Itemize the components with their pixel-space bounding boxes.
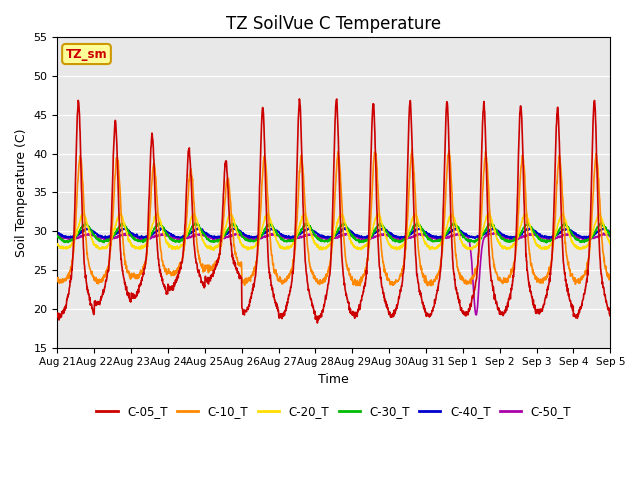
C-20_T bbox=[308, 233, 316, 239]
C-40_T bbox=[591, 231, 598, 237]
Legend: C-05_T, C-10_T, C-20_T, C-30_T, C-40_T, C-50_T: C-05_T, C-10_T, C-20_T, C-30_T, C-40_T, … bbox=[92, 400, 576, 422]
C-20_T bbox=[607, 241, 614, 247]
Line: C-10_T: C-10_T bbox=[58, 149, 611, 286]
C-10_T bbox=[54, 278, 61, 284]
X-axis label: Time: Time bbox=[319, 373, 349, 386]
C-20_T bbox=[490, 223, 497, 228]
C-40_T bbox=[607, 229, 614, 235]
C-50_T bbox=[490, 230, 498, 236]
C-30_T bbox=[308, 227, 316, 233]
C-05_T bbox=[54, 313, 61, 319]
Line: C-20_T: C-20_T bbox=[58, 213, 611, 250]
Line: C-30_T: C-30_T bbox=[58, 223, 611, 243]
Line: C-05_T: C-05_T bbox=[58, 99, 611, 323]
C-40_T bbox=[305, 225, 312, 230]
C-20_T bbox=[210, 247, 218, 253]
C-40_T bbox=[396, 236, 404, 241]
Line: C-40_T: C-40_T bbox=[58, 228, 611, 239]
C-10_T bbox=[408, 146, 416, 152]
C-20_T bbox=[484, 210, 492, 216]
C-50_T bbox=[489, 231, 497, 237]
C-10_T bbox=[308, 267, 316, 273]
C-40_T bbox=[323, 234, 330, 240]
C-05_T bbox=[607, 311, 614, 317]
C-50_T bbox=[607, 233, 614, 239]
C-05_T bbox=[591, 100, 598, 106]
C-20_T bbox=[591, 222, 598, 228]
C-05_T bbox=[314, 320, 321, 326]
C-10_T bbox=[591, 165, 598, 170]
Text: TZ_sm: TZ_sm bbox=[66, 48, 108, 60]
C-40_T bbox=[308, 227, 316, 232]
C-05_T bbox=[308, 300, 316, 306]
C-30_T bbox=[591, 229, 598, 235]
C-50_T bbox=[323, 236, 330, 241]
C-10_T bbox=[82, 233, 90, 239]
C-05_T bbox=[490, 284, 497, 289]
C-50_T bbox=[472, 312, 480, 318]
Line: C-50_T: C-50_T bbox=[58, 233, 611, 315]
C-50_T bbox=[54, 233, 61, 239]
C-40_T bbox=[54, 230, 61, 236]
C-50_T bbox=[591, 235, 598, 240]
C-05_T bbox=[296, 96, 303, 102]
C-10_T bbox=[323, 272, 330, 277]
C-30_T bbox=[323, 239, 330, 244]
Y-axis label: Soil Temperature (C): Soil Temperature (C) bbox=[15, 128, 28, 257]
C-30_T bbox=[82, 220, 90, 226]
C-20_T bbox=[323, 246, 330, 252]
C-50_T bbox=[591, 235, 598, 240]
C-10_T bbox=[607, 276, 614, 282]
C-10_T bbox=[427, 283, 435, 288]
C-30_T bbox=[607, 232, 614, 238]
C-30_T bbox=[156, 220, 163, 226]
Title: TZ SoilVue C Temperature: TZ SoilVue C Temperature bbox=[227, 15, 442, 33]
C-50_T bbox=[308, 231, 316, 237]
C-20_T bbox=[591, 222, 598, 228]
C-30_T bbox=[54, 233, 61, 239]
C-30_T bbox=[543, 240, 550, 246]
C-40_T bbox=[591, 231, 598, 237]
C-20_T bbox=[54, 241, 61, 247]
C-05_T bbox=[82, 273, 90, 279]
C-05_T bbox=[323, 290, 331, 296]
C-30_T bbox=[489, 224, 497, 230]
C-20_T bbox=[82, 215, 90, 221]
C-30_T bbox=[591, 231, 598, 237]
C-10_T bbox=[490, 257, 497, 263]
C-40_T bbox=[82, 227, 90, 233]
C-40_T bbox=[490, 226, 497, 231]
C-50_T bbox=[82, 232, 90, 238]
C-05_T bbox=[591, 97, 598, 103]
C-10_T bbox=[591, 170, 598, 176]
